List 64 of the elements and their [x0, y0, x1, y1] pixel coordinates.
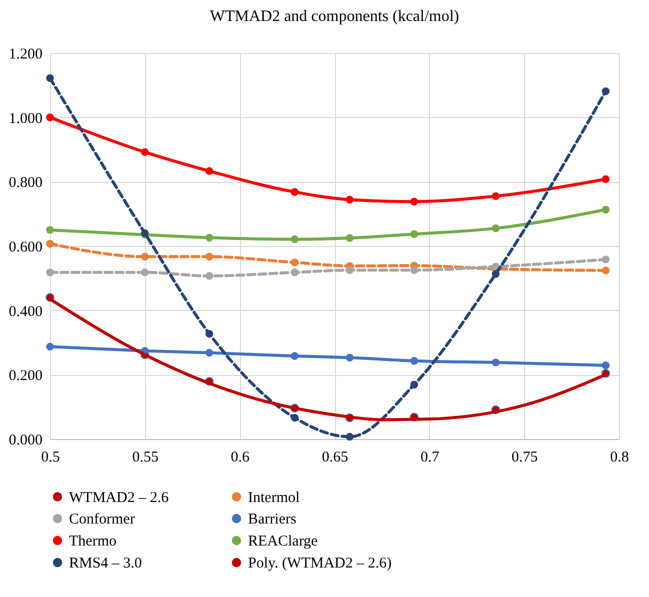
point [46, 342, 54, 351]
legend-label: Barriers [248, 512, 296, 528]
point [290, 258, 299, 266]
legend-label: REAClarge [248, 534, 318, 550]
point [205, 252, 214, 260]
point [46, 268, 54, 276]
legend-label: RMS4 – 3.0 [69, 556, 142, 572]
legend-label: Conformer [69, 512, 135, 528]
point [346, 234, 354, 242]
point [602, 266, 610, 274]
x-tick-label: 0.5 [41, 450, 60, 466]
y-tick-label: 0.400 [8, 304, 42, 320]
point [205, 167, 214, 175]
point [46, 74, 54, 82]
point [140, 148, 149, 156]
point [346, 432, 354, 441]
point [205, 272, 214, 280]
point [205, 234, 214, 242]
chart-title: WTMAD2 and components (kcal/mol) [210, 8, 460, 25]
point [602, 87, 610, 96]
point [492, 192, 500, 200]
point [205, 330, 214, 338]
point [410, 266, 418, 274]
point [140, 252, 149, 260]
point [602, 256, 610, 264]
point [410, 198, 418, 206]
legend-label: Poly. (WTMAD2 – 2.6) [248, 556, 392, 572]
point [290, 268, 299, 276]
x-tick-label: 0.7 [420, 450, 440, 466]
x-tick-label: 0.55 [132, 450, 158, 466]
legend-label: Intermol [248, 490, 300, 506]
point [290, 188, 299, 196]
x-tick-label: 0.65 [322, 450, 348, 466]
point [346, 266, 354, 274]
y-tick-label: 1.000 [8, 110, 42, 127]
x-tick-label: 0.6 [230, 450, 250, 466]
point [290, 235, 299, 244]
point [410, 356, 418, 365]
y-tick-label: 0.000 [8, 432, 42, 448]
point [410, 230, 418, 238]
y-tick-label: 1.200 [8, 46, 42, 62]
y-tick-label: 0.600 [8, 240, 42, 256]
point [346, 354, 354, 362]
point [602, 206, 610, 214]
point [346, 196, 354, 204]
point [46, 226, 54, 234]
point [602, 175, 610, 183]
point [46, 240, 54, 248]
y-tick-label: 0.200 [8, 368, 42, 384]
point [492, 358, 500, 366]
y-tick-label: 0.800 [8, 175, 42, 192]
point [290, 414, 299, 422]
legend-label: WTMAD2 – 2.6 [69, 490, 170, 506]
point [140, 268, 149, 276]
point [492, 270, 500, 278]
point [602, 361, 610, 370]
x-tick-label: 0.8 [610, 450, 629, 466]
point [290, 352, 299, 360]
point [205, 348, 214, 357]
point [492, 224, 500, 232]
point [410, 380, 418, 389]
legend-label: Thermo [69, 534, 116, 550]
point [46, 113, 54, 122]
x-tick-label: 0.75 [512, 450, 538, 466]
